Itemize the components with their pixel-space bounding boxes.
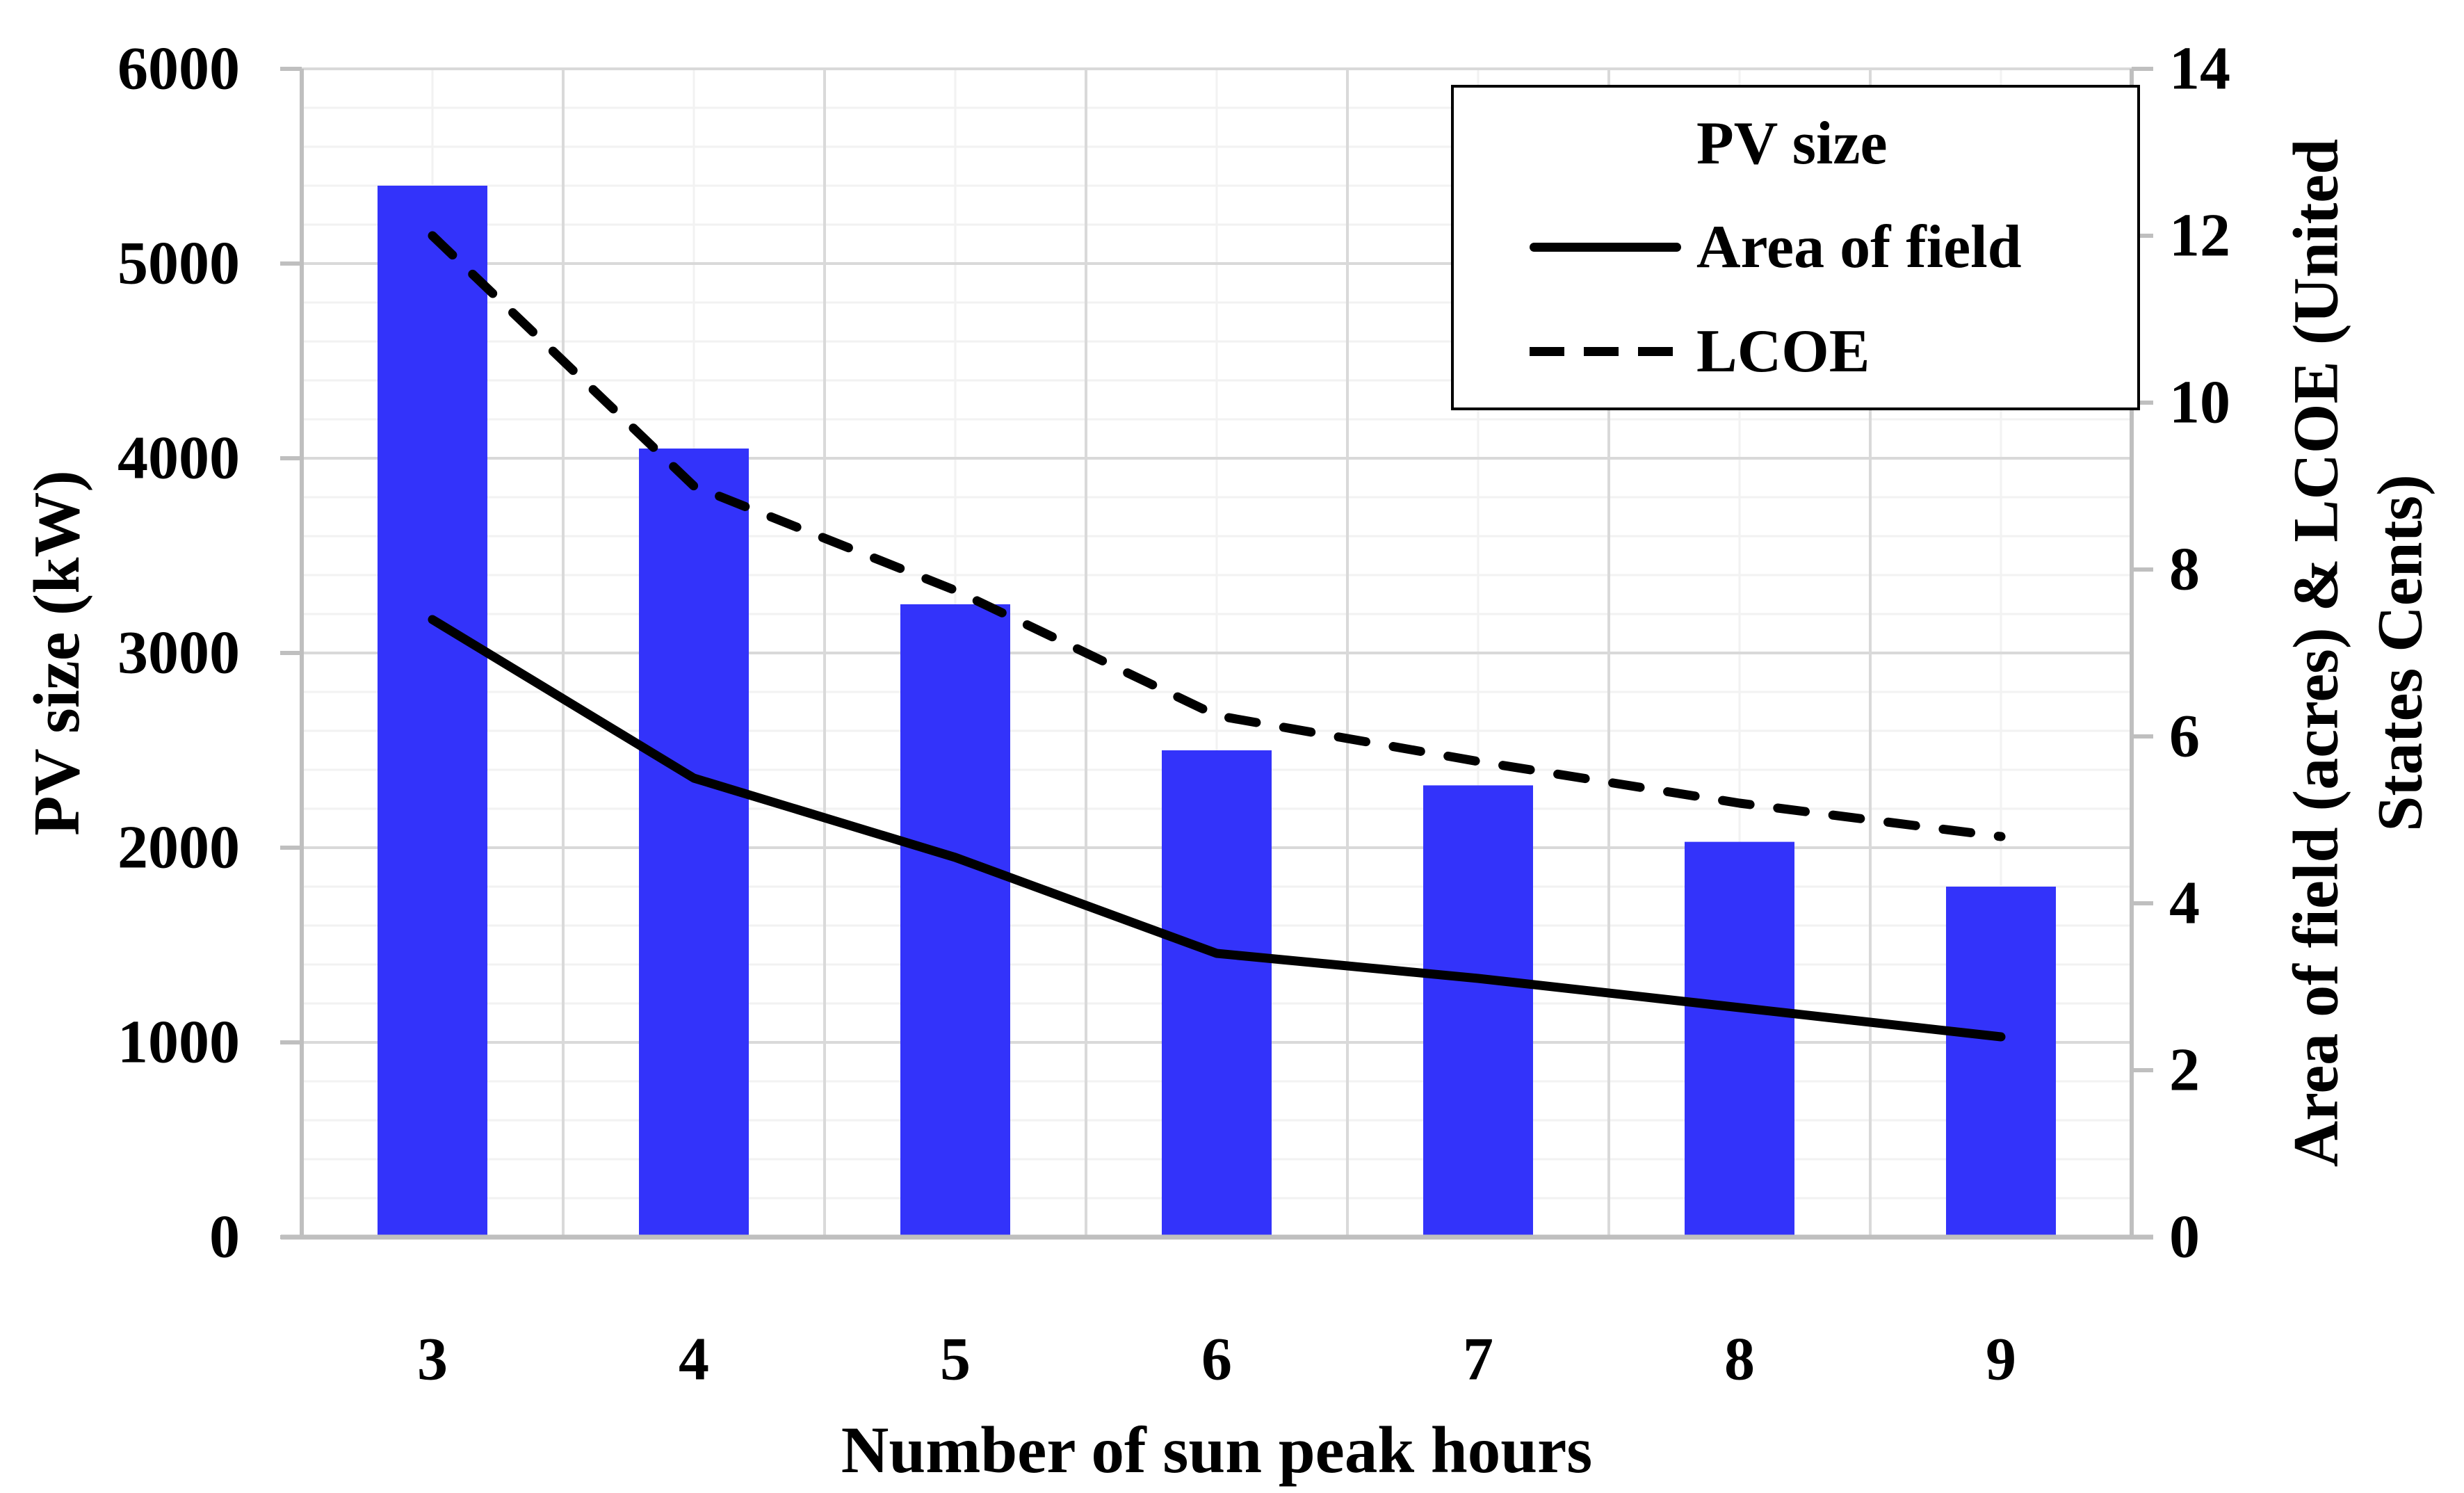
bar [1423,785,1533,1237]
x-axis-tick-label: 6 [1201,1326,1232,1394]
bar [900,604,1010,1237]
bar [1946,887,2056,1237]
right-axis-tick-label: 2 [2169,1037,2200,1104]
legend-item-pv-size: PV size [1530,108,2137,179]
right-axis-tick-label: 12 [2169,202,2230,270]
legend-label: LCOE [1696,317,1870,385]
right-axis-tick-label: 0 [2169,1204,2200,1271]
legend-item-lcoe: LCOE [1530,316,2137,387]
x-axis-tick-label: 7 [1463,1326,1493,1394]
right-axis-title-line1: Area of field (acres) & LCOE (United [2280,138,2351,1168]
legend-label: PV size [1696,110,1888,178]
left-axis-tick-label: 3000 [117,620,240,687]
right-axis-tick-label: 6 [2169,703,2200,770]
area-of-field-line [428,615,2006,1042]
left-axis-tick-label: 1000 [117,1009,240,1076]
legend: PV size Area of field LCOE [1451,85,2140,410]
left-axis-tick-label: 0 [209,1204,240,1271]
bar [639,449,749,1237]
right-axis-tick-label: 4 [2169,870,2200,937]
x-axis-tick-label: 8 [1724,1326,1755,1394]
right-axis-tick-label: 10 [2169,369,2230,437]
bar [1685,841,1794,1237]
x-axis-tick-label: 3 [417,1326,448,1394]
left-axis-tick-label: 5000 [117,230,240,298]
left-axis-tick-label: 6000 [117,35,240,103]
right-axis-tick-label: 8 [2169,536,2200,604]
right-axis-tick-label: 14 [2169,35,2230,103]
x-axis-tick-label: 5 [940,1326,971,1394]
left-axis-title: PV size (kW) [21,470,93,836]
legend-swatch-dashed-line [1530,346,1681,356]
bar [1162,750,1272,1237]
legend-swatch-bar [1530,124,1681,164]
legend-item-area-of-field: Area of field [1530,212,2137,282]
lcoe-dashed-line [428,231,2006,841]
x-axis-tick-label: 9 [1986,1326,2016,1394]
x-axis-tick-label: 4 [679,1326,709,1394]
legend-label: Area of field [1696,213,2022,282]
bar [378,186,487,1237]
left-axis-tick-label: 4000 [117,425,240,492]
x-axis-title: Number of sun peak hours [841,1413,1593,1487]
right-axis-title-line2: States Cents) [2365,474,2435,832]
left-axis-tick-label: 2000 [117,814,240,882]
right-axis-title: Area of field (acres) & LCOE (United Sta… [2274,139,2443,1168]
legend-swatch-solid-line [1530,243,1681,252]
